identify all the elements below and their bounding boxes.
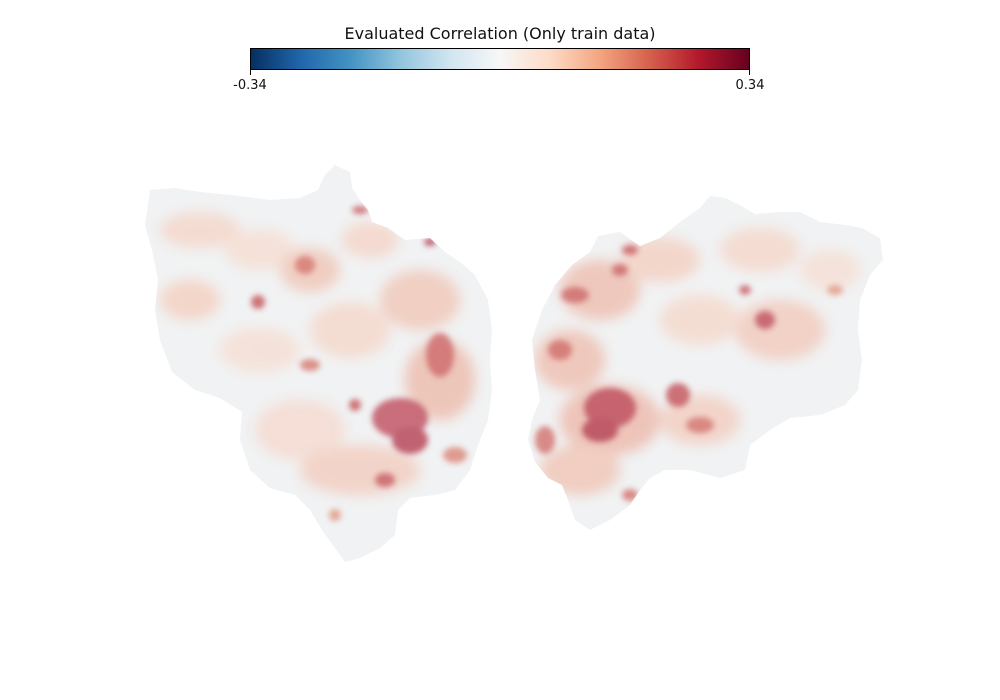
colorbar-max-tick xyxy=(749,70,750,75)
colorbar-title: Evaluated Correlation (Only train data) xyxy=(344,24,656,43)
left-hemisphere xyxy=(145,165,492,562)
colorbar-min-label: -0.34 xyxy=(233,78,267,93)
colorbar-min-tick xyxy=(250,70,251,75)
colorbar xyxy=(250,48,750,70)
colorbar-max-label: 0.34 xyxy=(735,78,765,93)
right-hemisphere xyxy=(528,196,883,530)
